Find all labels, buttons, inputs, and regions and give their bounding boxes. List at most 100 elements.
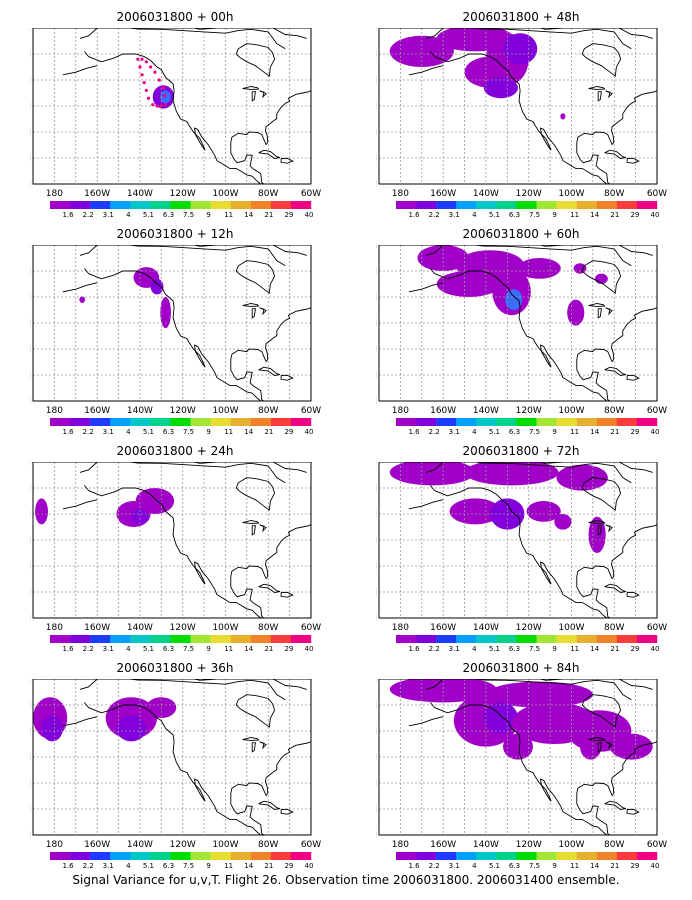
longitude-label: 100W xyxy=(212,623,238,633)
colorbar-swatch xyxy=(210,201,231,209)
latitude-label: 50N xyxy=(30,727,31,737)
colorbar-label: 6.3 xyxy=(163,211,174,219)
longitude-label: 140W xyxy=(127,189,153,199)
colorbar-label: 14 xyxy=(590,862,599,870)
colorbar-swatch xyxy=(170,852,191,860)
coastline xyxy=(258,800,281,810)
longitude-label: 100W xyxy=(558,840,584,850)
colorbar-swatch xyxy=(130,418,151,426)
colorbar-swatch xyxy=(270,201,292,209)
colorbar-swatch xyxy=(636,635,658,643)
longitude-label: 100W xyxy=(212,189,238,199)
variance-area xyxy=(556,464,608,491)
colorbar-swatch xyxy=(90,852,111,860)
longitude-label: 80W xyxy=(258,189,278,199)
coastline xyxy=(618,28,653,39)
colorbar-label: 21 xyxy=(610,211,619,219)
colorbar-swatch xyxy=(576,418,597,426)
coastline xyxy=(258,583,281,593)
colorbar-label: 5.1 xyxy=(143,862,154,870)
longitude-label: 140W xyxy=(127,623,153,633)
variance-area xyxy=(150,278,164,295)
coastline xyxy=(230,741,311,835)
coastline xyxy=(408,65,444,76)
colorbar-swatch xyxy=(516,852,537,860)
colorbar-label: 7.5 xyxy=(183,645,194,653)
map-frame xyxy=(378,28,658,185)
variance-area xyxy=(526,501,561,522)
longitude-label: 80W xyxy=(258,840,278,850)
coastline xyxy=(242,520,260,524)
colorbar-swatch xyxy=(536,418,557,426)
coastline xyxy=(605,524,613,533)
colorbar-label: 9 xyxy=(206,862,210,870)
colorbar-swatch xyxy=(496,852,517,860)
coastline xyxy=(604,583,627,593)
colorbar-label: 4 xyxy=(472,645,477,653)
colorbar-label: 9 xyxy=(552,862,556,870)
coastline xyxy=(605,307,613,316)
colorbar-label: 11 xyxy=(570,428,579,436)
colorbar-swatch xyxy=(576,635,597,643)
colorbar-swatch xyxy=(130,635,151,643)
coastline xyxy=(576,524,657,618)
colorbar-swatch xyxy=(596,201,618,209)
colorbar-swatch xyxy=(110,635,131,643)
colorbar-label: 2.2 xyxy=(83,428,94,436)
coastline xyxy=(581,43,622,77)
coastline xyxy=(272,679,307,690)
flight-track-point xyxy=(155,104,159,108)
colorbar-label: 5.1 xyxy=(489,862,500,870)
coastline xyxy=(581,477,622,511)
latitude-label: 70N xyxy=(30,679,31,685)
map-frame xyxy=(378,462,658,619)
latitude-label: 40N xyxy=(376,536,377,546)
coastline xyxy=(230,524,311,618)
coastline xyxy=(588,303,606,307)
colorbar-label: 14 xyxy=(590,211,599,219)
colorbar-label: 6.3 xyxy=(509,645,520,653)
latitude-label: 60N xyxy=(376,267,377,277)
longitude-label: 160W xyxy=(84,623,110,633)
longitude-label: 160W xyxy=(84,406,110,416)
colorbar-label: 1.6 xyxy=(409,862,421,870)
colorbar-label: 3.1 xyxy=(103,862,114,870)
colorbar-swatch xyxy=(516,201,537,209)
latitude-label: 50N xyxy=(376,510,377,520)
coastline xyxy=(538,462,565,464)
coastline xyxy=(538,679,565,681)
coastline xyxy=(581,260,622,294)
colorbar-label: 6.3 xyxy=(163,645,174,653)
colorbar-label: 11 xyxy=(570,645,579,653)
latitude-label: 70N xyxy=(30,462,31,468)
colorbar-swatch xyxy=(636,852,658,860)
map-00h: 70N 60N 50N 40N 30N 20N 10N 180 160W 140W 120W 100W… xyxy=(30,28,321,219)
flight-track-point xyxy=(161,86,166,90)
longitude-label: 120W xyxy=(516,623,542,633)
coastline xyxy=(588,86,606,90)
coastline xyxy=(425,245,632,267)
coastline xyxy=(235,43,276,77)
latitude-label: 20N xyxy=(376,588,377,598)
longitude-label: 180 xyxy=(46,406,63,416)
latitude-label: 40N xyxy=(376,102,377,112)
longitude-label: 180 xyxy=(392,623,409,633)
latitude-label: 60N xyxy=(376,50,377,60)
colorbar-label: 3.1 xyxy=(103,428,114,436)
variance-area xyxy=(79,296,85,303)
coastline xyxy=(62,65,98,76)
colorbar-swatch xyxy=(556,418,577,426)
colorbar-label: 3.1 xyxy=(103,211,114,219)
flight-track-point xyxy=(162,94,167,98)
flight-track-point xyxy=(153,70,157,74)
variance-area xyxy=(135,488,175,514)
longitude-label: 60W xyxy=(647,406,667,416)
variance-area xyxy=(505,289,523,310)
colorbar-swatch xyxy=(50,852,71,860)
colorbar-label: 1.6 xyxy=(63,428,75,436)
colorbar-label: 21 xyxy=(610,645,619,653)
coastline xyxy=(258,366,281,376)
colorbar-label: 11 xyxy=(570,862,579,870)
longitude-label: 140W xyxy=(473,840,499,850)
colorbar-label: 21 xyxy=(264,862,273,870)
